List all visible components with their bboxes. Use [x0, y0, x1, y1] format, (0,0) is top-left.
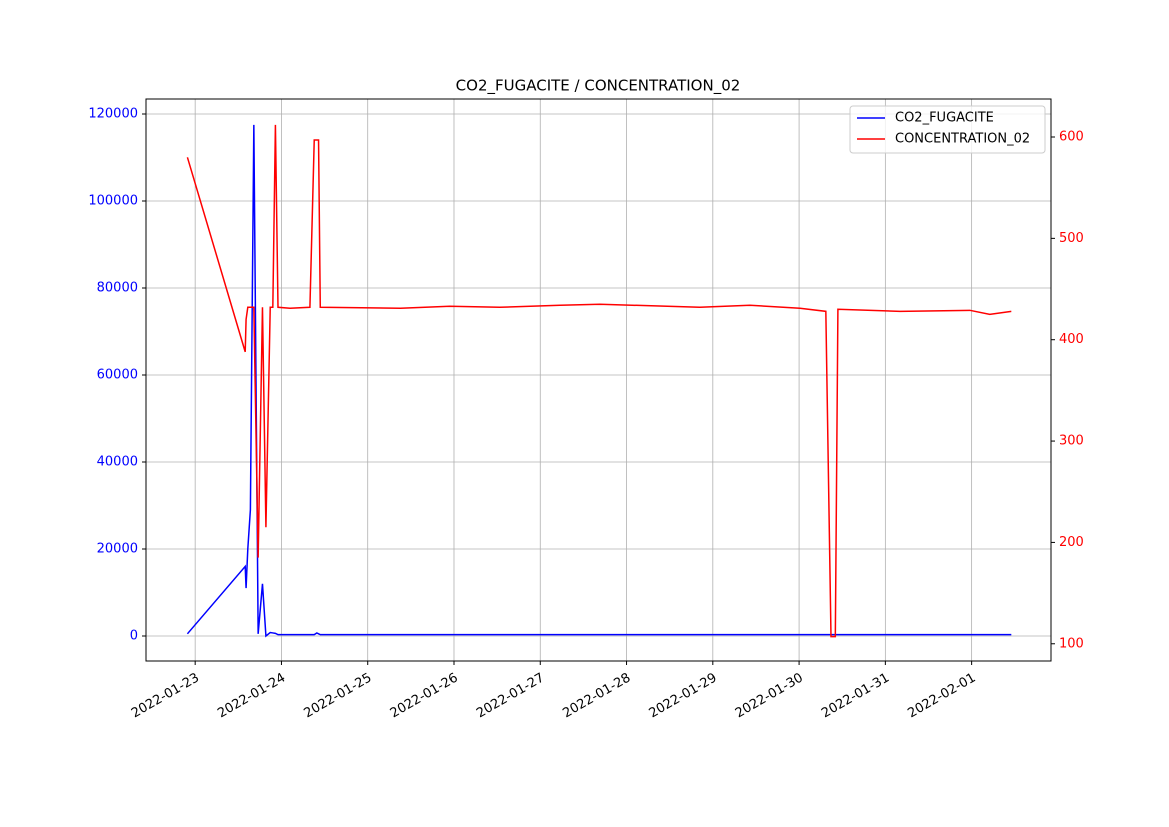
- x-tick-label: 2022-01-23: [129, 671, 202, 722]
- y2-tick-label: 600: [1059, 130, 1084, 145]
- y2-tick-label: 200: [1059, 535, 1084, 550]
- y-tick-label: 100000: [88, 194, 138, 209]
- x-tick-label: 2022-01-25: [302, 671, 375, 722]
- y-tick-label: 120000: [88, 107, 138, 122]
- x-tick-label: 2022-01-26: [388, 671, 461, 722]
- legend-label: CO2_FUGACITE: [895, 111, 994, 126]
- data-line: [186, 124, 1012, 638]
- legend-box: [849, 105, 1046, 154]
- x-tick-label: 2022-01-31: [819, 671, 892, 722]
- y-tick-label: 60000: [97, 367, 138, 382]
- legend-label: CONCENTRATION_02: [895, 132, 1030, 147]
- chart-title: CO2_FUGACITE / CONCENTRATION_02: [456, 77, 741, 96]
- y-tick-label: 20000: [97, 541, 138, 556]
- y2-tick-label: 300: [1059, 434, 1084, 449]
- plot-frame: [145, 98, 1052, 662]
- y-tick-label: 40000: [97, 454, 138, 469]
- data-line: [186, 124, 1012, 638]
- x-tick-label: 2022-01-27: [474, 671, 547, 722]
- x-tick-label: 2022-02-01: [905, 671, 978, 722]
- legend: CO2_FUGACITE CONCENTRATION_02: [849, 105, 1046, 154]
- x-tick-label: 2022-01-24: [215, 671, 288, 722]
- y-tick-label: 80000: [97, 281, 138, 296]
- y2-tick-label: 100: [1059, 636, 1084, 651]
- x-tick-label: 2022-01-30: [733, 671, 806, 722]
- y2-tick-label: 500: [1059, 231, 1084, 246]
- x-tick-label: 2022-01-28: [560, 671, 633, 722]
- x-tick-label: 2022-01-29: [647, 671, 720, 722]
- y2-tick-label: 400: [1059, 332, 1084, 347]
- y-tick-label: 0: [130, 628, 138, 643]
